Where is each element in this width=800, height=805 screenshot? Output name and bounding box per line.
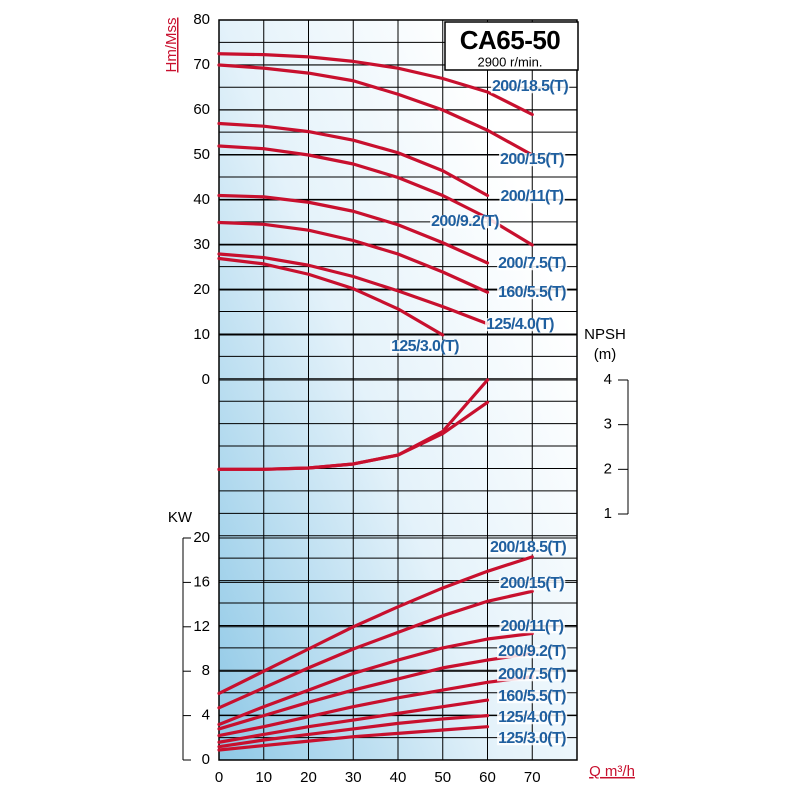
x-tick-label: 20	[300, 769, 317, 786]
x-tick-label: 70	[524, 769, 541, 786]
series-label-bg	[497, 732, 568, 746]
npsh-tick-label: 1	[604, 505, 612, 522]
power-tick-label: 0	[202, 751, 210, 768]
series-label: 125/4.0(T)	[498, 709, 566, 726]
curve	[217, 193, 490, 265]
curve	[217, 631, 534, 727]
series-label-bg	[497, 690, 568, 704]
series-label-bg	[499, 577, 566, 591]
title-box	[444, 21, 579, 71]
series-label-bg	[497, 286, 568, 300]
power-tick-label: 8	[202, 662, 210, 679]
x-tick-label: 50	[434, 769, 451, 786]
series-label: 200/11(T)	[500, 188, 563, 205]
series-label-bg	[430, 215, 501, 229]
y-tick-label: 20	[193, 281, 210, 298]
y-axis-label: Hm/Mss	[163, 18, 180, 73]
chart-subtitle: 2900 r/min.	[477, 54, 542, 69]
series-label: 125/3.0(T)	[498, 730, 566, 747]
series-label: 200/7.5(T)	[498, 666, 566, 683]
npsh-tick-label: 2	[604, 460, 612, 477]
series-label-bg	[490, 80, 570, 94]
npsh-axis-label: NPSH	[584, 326, 626, 343]
x-axis-label: Q m³/h	[589, 763, 635, 780]
series-label: 200/9.2(T)	[431, 213, 499, 230]
y-tick-label: 50	[193, 146, 210, 163]
series-label: 160/5.5(T)	[498, 688, 566, 705]
series-label: 200/18.5(T)	[490, 539, 566, 556]
series-label: 200/11(T)	[500, 618, 563, 635]
y-tick-label: 60	[193, 101, 210, 118]
series-label: 160/5.5(T)	[498, 284, 566, 301]
curve	[217, 63, 534, 157]
series-label: 200/18.5(T)	[492, 78, 568, 95]
curve	[217, 714, 490, 749]
series-label-bg	[497, 645, 568, 659]
y-tick-label: 0	[202, 371, 210, 388]
power-tick-label: 4	[202, 707, 210, 724]
series-label-bg	[488, 541, 568, 555]
curve	[217, 698, 490, 744]
series-label: 200/7.5(T)	[498, 255, 566, 272]
x-tick-label: 0	[215, 769, 223, 786]
power-tick-label: 20	[193, 529, 210, 546]
series-label-bg	[497, 257, 568, 271]
series-label-bg	[499, 620, 565, 634]
series-label-bg	[485, 318, 556, 332]
npsh-tick-label: 3	[604, 416, 612, 433]
y-tick-label: 10	[193, 326, 210, 343]
y-tick-label: 30	[193, 236, 210, 253]
series-label: 200/9.2(T)	[498, 643, 566, 660]
curve	[217, 52, 534, 117]
series-label: 125/4.0(T)	[486, 316, 554, 333]
npsh-axis-unit: (m)	[594, 346, 617, 363]
x-tick-label: 40	[390, 769, 407, 786]
y-tick-label: 80	[193, 11, 210, 28]
series-label-bg	[499, 153, 566, 167]
series-label-bg	[499, 190, 565, 204]
curve	[217, 589, 534, 710]
x-tick-label: 10	[255, 769, 272, 786]
y-tick-label: 40	[193, 191, 210, 208]
curve	[217, 675, 534, 738]
curve	[217, 220, 490, 294]
curve	[217, 725, 490, 752]
curve	[217, 651, 534, 731]
series-label-bg	[390, 340, 461, 354]
power-axis-label: KW	[168, 509, 193, 526]
power-tick-label: 16	[193, 573, 210, 590]
series-label: 200/15(T)	[500, 575, 564, 592]
curve	[217, 400, 490, 471]
curve	[217, 144, 534, 247]
x-tick-label: 30	[345, 769, 362, 786]
curve	[217, 121, 490, 198]
series-label: 125/3.0(T)	[391, 338, 459, 355]
series-label-bg	[497, 711, 568, 725]
curve	[217, 256, 445, 337]
curve	[217, 252, 490, 326]
power-tick-label: 12	[193, 618, 210, 635]
chart-title: CA65-50	[460, 25, 561, 55]
series-label: 200/15(T)	[500, 151, 564, 168]
y-tick-label: 70	[193, 56, 210, 73]
curve	[217, 555, 534, 695]
x-tick-label: 60	[479, 769, 496, 786]
npsh-tick-label: 4	[604, 371, 612, 388]
series-label-bg	[497, 668, 568, 682]
